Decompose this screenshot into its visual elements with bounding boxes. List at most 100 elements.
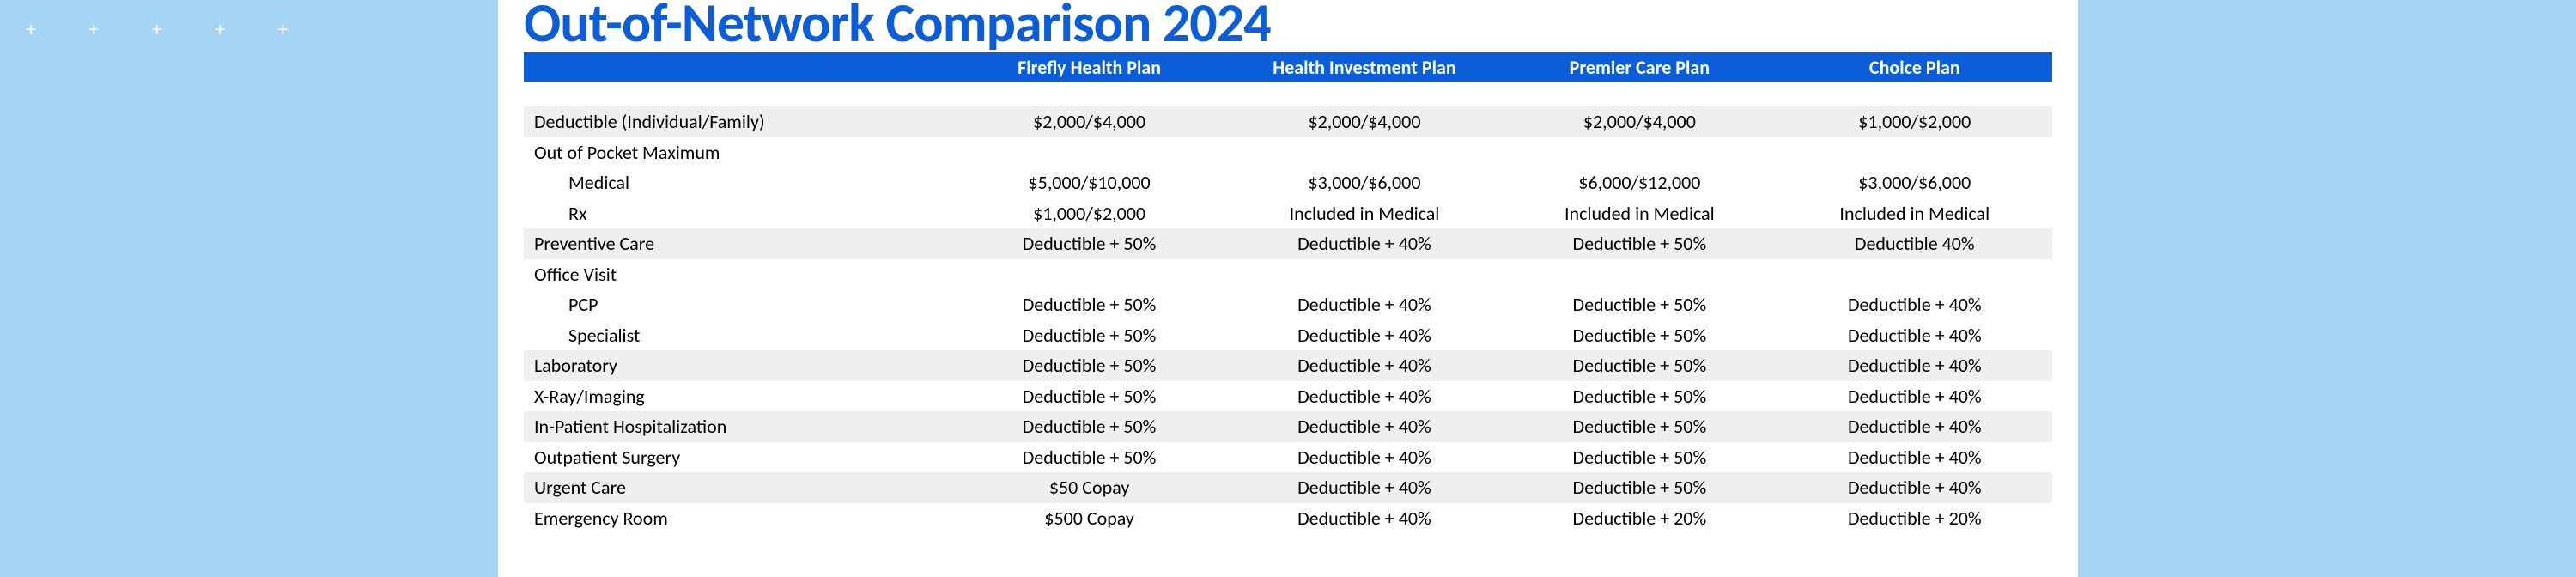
value-cell: $500 Copay [951, 503, 1226, 534]
value-cell: Deductible + 50% [1502, 228, 1777, 259]
value-cell: Deductible + 40% [1777, 472, 2052, 503]
col-header-blank [524, 52, 951, 82]
value-cell: Deductible 40% [1777, 228, 2052, 259]
comparison-table: Firefly Health Plan Health Investment Pl… [524, 52, 2052, 533]
table-row: PCPDeductible + 50%Deductible + 40%Deduc… [524, 289, 2052, 320]
value-cell: Deductible + 40% [1777, 411, 2052, 442]
row-label: PCP [524, 289, 951, 320]
table-row: Medical$5,000/$10,000$3,000/$6,000$6,000… [524, 167, 2052, 198]
row-sublabel: Rx [534, 202, 586, 226]
value-cell: Deductible + 40% [1777, 289, 2052, 320]
row-sublabel: Medical [534, 171, 629, 195]
empty-cell [1777, 259, 2052, 290]
value-cell: Deductible + 40% [1227, 503, 1502, 534]
value-cell: Deductible + 40% [1227, 228, 1502, 259]
section-label: Out of Pocket Maximum [524, 137, 951, 168]
value-cell: Included in Medical [1777, 198, 2052, 229]
row-label: X-Ray/Imaging [524, 381, 951, 412]
value-cell: Deductible + 40% [1227, 350, 1502, 381]
value-cell: Deductible + 40% [1777, 350, 2052, 381]
row-sublabel: PCP [534, 293, 598, 317]
table-row: X-Ray/ImagingDeductible + 50%Deductible … [524, 381, 2052, 412]
value-cell: $50 Copay [951, 472, 1226, 503]
row-label: Emergency Room [524, 503, 951, 534]
table-row: Deductible (Individual/Family)$2,000/$4,… [524, 106, 2052, 137]
value-cell: Deductible + 40% [1227, 442, 1502, 473]
empty-cell [1227, 259, 1502, 290]
value-cell: Deductible + 40% [1227, 472, 1502, 503]
col-header-plan-2: Health Investment Plan [1227, 52, 1502, 82]
row-label: Outpatient Surgery [524, 442, 951, 473]
table-row: In-Patient HospitalizationDeductible + 5… [524, 411, 2052, 442]
row-label: Laboratory [524, 350, 951, 381]
table-header-row: Firefly Health Plan Health Investment Pl… [524, 52, 2052, 82]
value-cell: Deductible + 40% [1777, 442, 2052, 473]
value-cell: Deductible + 50% [951, 381, 1226, 412]
col-header-plan-4: Choice Plan [1777, 52, 2052, 82]
table-body: Deductible (Individual/Family)$2,000/$4,… [524, 82, 2052, 533]
value-cell: Deductible + 50% [951, 411, 1226, 442]
value-cell: Deductible + 40% [1227, 289, 1502, 320]
table-row: SpecialistDeductible + 50%Deductible + 4… [524, 320, 2052, 351]
page-title: Out-of-Network Comparison 2024 [524, 0, 2052, 52]
empty-cell [951, 137, 1226, 168]
empty-cell [1502, 259, 1777, 290]
value-cell: $3,000/$6,000 [1227, 167, 1502, 198]
row-label: Rx [524, 198, 951, 229]
value-cell: Deductible + 50% [1502, 350, 1777, 381]
value-cell: Deductible + 40% [1227, 320, 1502, 351]
table-row: Rx$1,000/$2,000Included in MedicalInclud… [524, 198, 2052, 229]
row-label: Deductible (Individual/Family) [524, 106, 951, 137]
value-cell: Deductible + 50% [1502, 442, 1777, 473]
empty-cell [1502, 137, 1777, 168]
row-label: Medical [524, 167, 951, 198]
row-label: Specialist [524, 320, 951, 351]
value-cell: Deductible + 50% [951, 350, 1226, 381]
value-cell: $1,000/$2,000 [951, 198, 1226, 229]
row-label: In-Patient Hospitalization [524, 411, 951, 442]
value-cell: Deductible + 40% [1227, 411, 1502, 442]
value-cell: $1,000/$2,000 [1777, 106, 2052, 137]
spacer-cell [524, 82, 2052, 106]
table-row: Out of Pocket Maximum [524, 137, 2052, 168]
value-cell: Deductible + 50% [1502, 289, 1777, 320]
value-cell: Included in Medical [1227, 198, 1502, 229]
value-cell: Deductible + 50% [951, 289, 1226, 320]
value-cell: Deductible + 20% [1502, 503, 1777, 534]
value-cell: $2,000/$4,000 [951, 106, 1226, 137]
empty-cell [1777, 137, 2052, 168]
col-header-plan-3: Premier Care Plan [1502, 52, 1777, 82]
value-cell: Deductible + 50% [1502, 320, 1777, 351]
value-cell: Deductible + 50% [951, 228, 1226, 259]
value-cell: Included in Medical [1502, 198, 1777, 229]
col-header-plan-1: Firefly Health Plan [951, 52, 1226, 82]
table-row: Emergency Room$500 CopayDeductible + 40%… [524, 503, 2052, 534]
value-cell: $2,000/$4,000 [1227, 106, 1502, 137]
value-cell: Deductible + 50% [1502, 381, 1777, 412]
value-cell: Deductible + 40% [1777, 381, 2052, 412]
empty-cell [951, 259, 1226, 290]
section-label: Office Visit [524, 259, 951, 290]
value-cell: Deductible + 40% [1227, 381, 1502, 412]
table-row: Office Visit [524, 259, 2052, 290]
table-row: Urgent Care$50 CopayDeductible + 40%Dedu… [524, 472, 2052, 503]
value-cell: $3,000/$6,000 [1777, 167, 2052, 198]
value-cell: Deductible + 50% [951, 320, 1226, 351]
value-cell: Deductible + 40% [1777, 320, 2052, 351]
row-label: Preventive Care [524, 228, 951, 259]
table-row: LaboratoryDeductible + 50%Deductible + 4… [524, 350, 2052, 381]
value-cell: Deductible + 50% [1502, 411, 1777, 442]
value-cell: Deductible + 50% [951, 442, 1226, 473]
row-sublabel: Specialist [534, 324, 640, 348]
value-cell: $6,000/$12,000 [1502, 167, 1777, 198]
value-cell: Deductible + 20% [1777, 503, 2052, 534]
decorative-plus-pattern: + + + + + [26, 17, 312, 42]
table-row: Preventive CareDeductible + 50%Deductibl… [524, 228, 2052, 259]
table-row: Outpatient SurgeryDeductible + 50%Deduct… [524, 442, 2052, 473]
document-panel: Out-of-Network Comparison 2024 Firefly H… [498, 0, 2078, 577]
value-cell: $5,000/$10,000 [951, 167, 1226, 198]
table-row [524, 82, 2052, 106]
empty-cell [1227, 137, 1502, 168]
value-cell: $2,000/$4,000 [1502, 106, 1777, 137]
row-label: Urgent Care [524, 472, 951, 503]
